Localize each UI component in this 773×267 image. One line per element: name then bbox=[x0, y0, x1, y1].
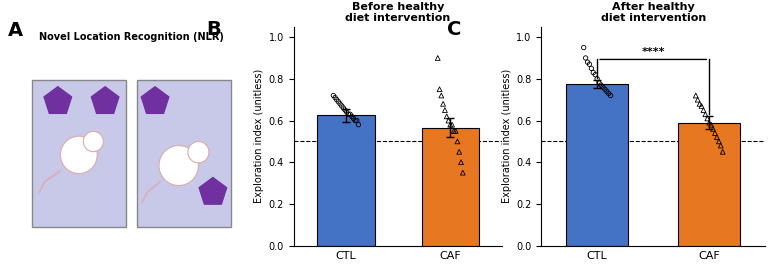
Point bbox=[331, 97, 343, 102]
FancyBboxPatch shape bbox=[137, 80, 231, 227]
Circle shape bbox=[83, 131, 104, 152]
Point bbox=[444, 123, 457, 127]
Title: Before healthy
diet intervention: Before healthy diet intervention bbox=[346, 2, 451, 23]
Point bbox=[435, 93, 448, 98]
Point bbox=[593, 81, 605, 85]
Point bbox=[439, 108, 451, 112]
Point bbox=[327, 93, 339, 98]
Point bbox=[693, 102, 706, 106]
FancyBboxPatch shape bbox=[32, 80, 126, 227]
Point bbox=[352, 123, 365, 127]
Point bbox=[697, 108, 710, 112]
Point bbox=[346, 114, 358, 119]
Y-axis label: Exploration index (unitless): Exploration index (unitless) bbox=[254, 69, 264, 203]
Text: B: B bbox=[206, 20, 221, 39]
Point bbox=[701, 116, 713, 121]
Point bbox=[690, 93, 702, 98]
Point bbox=[339, 108, 351, 112]
Bar bbox=[679, 123, 740, 246]
Point bbox=[580, 56, 592, 60]
Point bbox=[351, 118, 363, 123]
Point bbox=[700, 112, 712, 116]
Point bbox=[705, 123, 717, 127]
Point bbox=[703, 120, 716, 125]
Point bbox=[434, 87, 446, 91]
Polygon shape bbox=[44, 87, 72, 113]
Text: A: A bbox=[8, 21, 23, 40]
Point bbox=[349, 118, 361, 123]
Point bbox=[581, 60, 594, 64]
Point bbox=[334, 102, 346, 106]
Bar bbox=[567, 84, 628, 246]
Point bbox=[457, 171, 469, 175]
Point bbox=[342, 112, 355, 116]
Polygon shape bbox=[91, 87, 119, 113]
Point bbox=[710, 135, 723, 139]
Point bbox=[696, 104, 708, 108]
Point bbox=[597, 85, 609, 89]
Point bbox=[714, 143, 727, 148]
Circle shape bbox=[60, 136, 97, 174]
Point bbox=[455, 160, 467, 164]
Text: Novel Location Recognition (NLR): Novel Location Recognition (NLR) bbox=[39, 32, 224, 42]
Point bbox=[587, 70, 600, 75]
Point bbox=[692, 97, 704, 102]
Point bbox=[347, 116, 359, 121]
Point bbox=[602, 91, 615, 96]
Polygon shape bbox=[199, 178, 226, 204]
Point bbox=[585, 66, 598, 70]
Point bbox=[332, 100, 345, 104]
Point bbox=[601, 89, 613, 93]
Point bbox=[431, 56, 444, 60]
Point bbox=[707, 127, 719, 131]
Point bbox=[594, 83, 607, 87]
Point bbox=[329, 96, 341, 100]
Point bbox=[717, 150, 729, 154]
Point bbox=[591, 77, 603, 81]
Point bbox=[604, 93, 617, 98]
Point bbox=[577, 45, 590, 50]
Point bbox=[341, 110, 353, 114]
Text: ****: **** bbox=[642, 47, 665, 57]
Bar bbox=[317, 115, 375, 246]
Point bbox=[448, 129, 460, 133]
Point bbox=[453, 150, 465, 154]
Point bbox=[446, 123, 458, 127]
Point bbox=[442, 118, 455, 123]
Point bbox=[337, 106, 349, 110]
Point bbox=[598, 87, 611, 91]
Point bbox=[344, 112, 356, 116]
Point bbox=[589, 73, 601, 77]
Text: C: C bbox=[447, 20, 461, 39]
Bar bbox=[421, 128, 479, 246]
Circle shape bbox=[159, 146, 199, 186]
Point bbox=[449, 129, 461, 133]
Polygon shape bbox=[141, 87, 169, 113]
Point bbox=[441, 114, 453, 119]
Point bbox=[335, 104, 348, 108]
Point bbox=[451, 139, 464, 144]
Title: After healthy
diet intervention: After healthy diet intervention bbox=[601, 2, 706, 23]
Point bbox=[709, 131, 721, 135]
Point bbox=[584, 62, 596, 66]
Point bbox=[713, 139, 725, 144]
Point bbox=[437, 102, 449, 106]
Circle shape bbox=[188, 142, 209, 163]
Y-axis label: Exploration index (unitless): Exploration index (unitless) bbox=[502, 69, 512, 203]
